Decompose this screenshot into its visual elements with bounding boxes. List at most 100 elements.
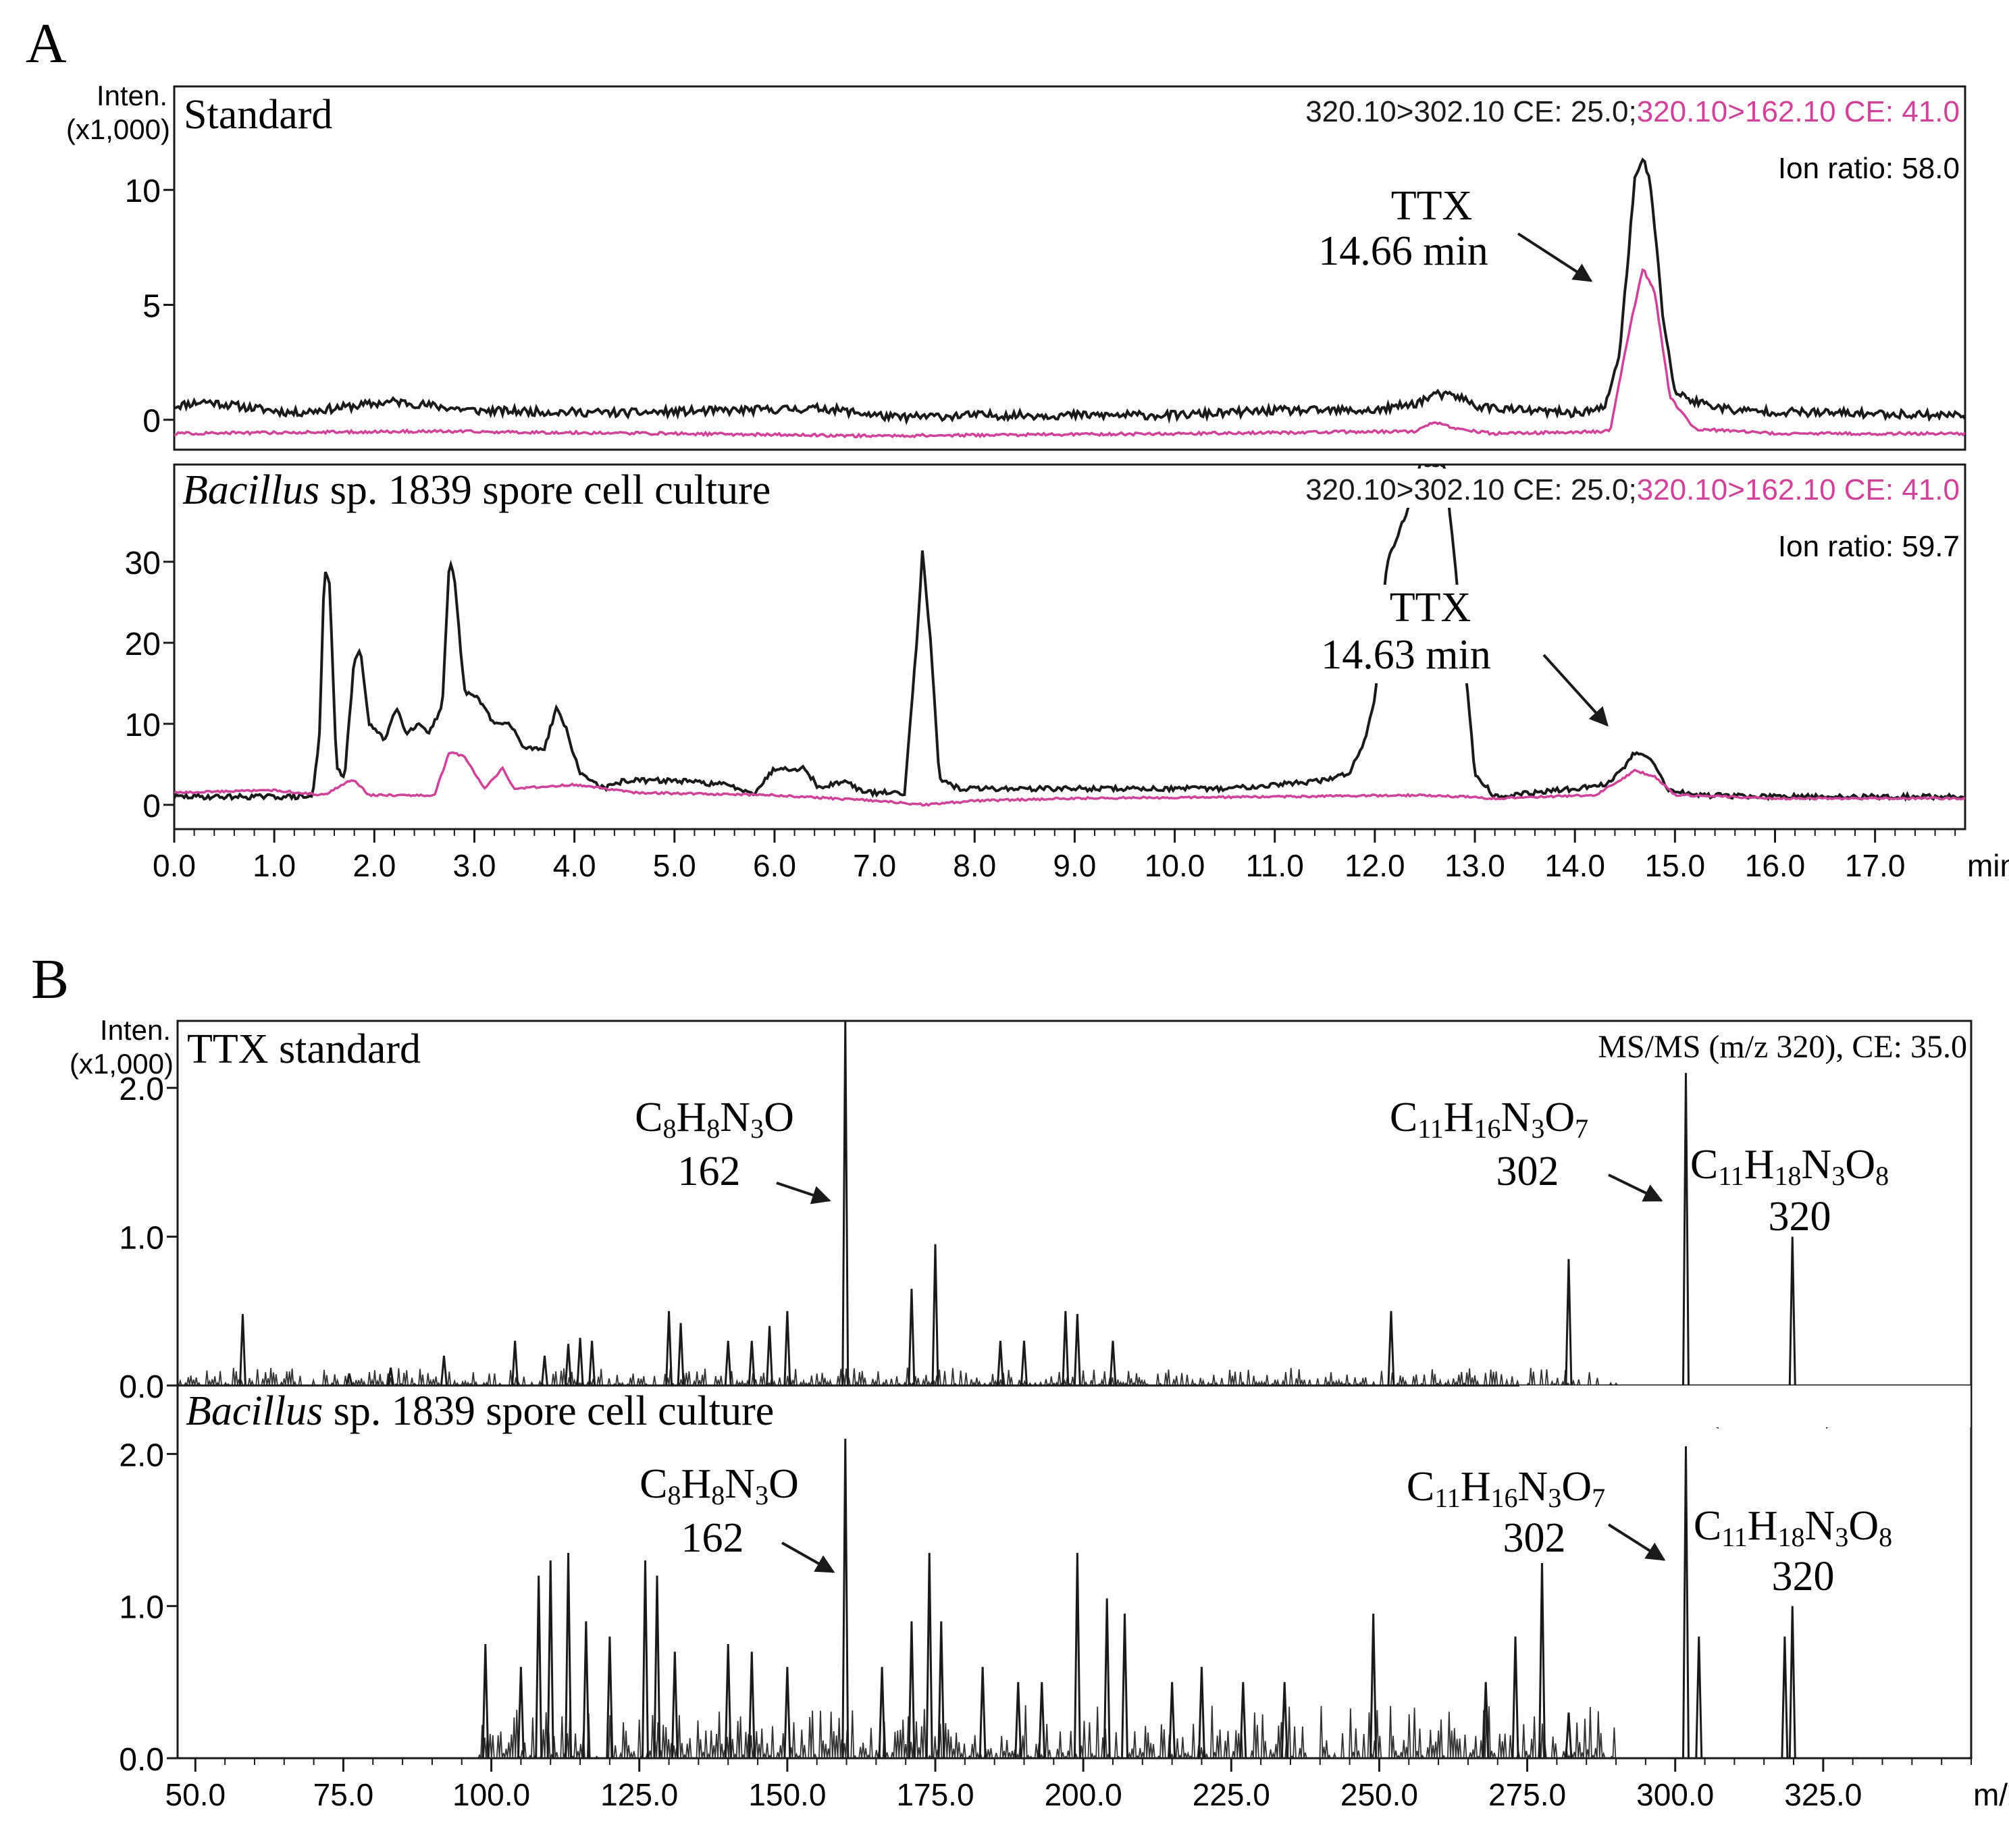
- formula-part: N: [1805, 1503, 1835, 1549]
- spectrum-peak: [783, 1311, 791, 1385]
- formula-label: C8H8N3O: [635, 1094, 794, 1144]
- spectrum-peak: [931, 1244, 939, 1385]
- spectrum-peak: [1103, 1598, 1111, 1758]
- formula-label: C11H18N3O8: [1690, 1142, 1889, 1191]
- formula-part: 7: [1575, 1113, 1588, 1144]
- mass-label: 162: [678, 1149, 741, 1194]
- x-tick-label: 75.0: [313, 1777, 374, 1812]
- spectrum-peak: [546, 1560, 554, 1758]
- formula-part: C: [1694, 1503, 1721, 1549]
- x-tick-label: 5.0: [653, 848, 696, 883]
- plot-frame: [173, 463, 1966, 830]
- spectrum-peak: [748, 1652, 756, 1758]
- formula-label: C11H16N3O7: [1407, 1464, 1605, 1513]
- y-tick-label: 0: [142, 404, 161, 440]
- spectrum-peak: [841, 1438, 850, 1758]
- x-tick-label: 325.0: [1784, 1777, 1862, 1812]
- spectrum-peak: [1020, 1340, 1028, 1385]
- formula-part: C: [635, 1094, 662, 1140]
- ttx-rt-label: 14.63 min: [1321, 632, 1490, 678]
- transition-black: 320.10>302.10 CE: 25.0;: [1305, 473, 1637, 506]
- y-tick-label: 10: [125, 708, 161, 743]
- formula-part: 3: [1835, 1522, 1848, 1552]
- transition-label: 320.10>302.10 CE: 25.0;320.10>162.10 CE:…: [1305, 473, 1960, 506]
- formula-part: O: [1845, 1142, 1875, 1188]
- y-axis-label-bottom: (x1,000): [70, 1048, 174, 1080]
- spectrum-peak: [540, 1355, 548, 1385]
- spectrum-peak: [908, 1288, 916, 1385]
- mass-label: 162: [681, 1515, 744, 1561]
- spectrum-peak: [937, 1621, 945, 1758]
- formula-part: 3: [1531, 1113, 1544, 1144]
- spectrum-peak: [517, 1666, 525, 1758]
- series-line-magenta: [174, 268, 1965, 439]
- mass-label: 320: [1769, 1194, 1831, 1240]
- x-tick-label: 1.0: [253, 848, 296, 883]
- spectrum-peak: [1681, 1073, 1690, 1385]
- x-tick-label: 3.0: [452, 848, 496, 883]
- formula-part: 3: [755, 1480, 768, 1510]
- formula-part: N: [1518, 1464, 1548, 1510]
- x-tick-label: 14.0: [1544, 848, 1605, 883]
- spectrum-peak: [1121, 1613, 1129, 1758]
- x-tick-label: 300.0: [1636, 1777, 1714, 1812]
- x-axis-label: min: [1967, 848, 2009, 883]
- x-tick-label: 175.0: [896, 1777, 974, 1812]
- spectrum-peak: [665, 1311, 673, 1385]
- x-tick-label: 125.0: [600, 1777, 678, 1812]
- mass-label: 302: [1496, 1149, 1559, 1194]
- spectrum-peak: [766, 1325, 774, 1385]
- formula-part: 18: [1775, 1161, 1802, 1191]
- y-axis-label-bottom: (x1,000): [66, 113, 170, 145]
- y-tick-label: 30: [125, 546, 161, 581]
- formula-arrow: [1608, 1173, 1663, 1202]
- formula-part: 7: [1592, 1483, 1605, 1513]
- y-tick-label: 0: [142, 789, 161, 824]
- spectrum-peak: [565, 1552, 573, 1758]
- spectrum-peak: [653, 1575, 661, 1758]
- ttx-arrow: [1517, 232, 1593, 282]
- y-tick-label: 10: [125, 174, 161, 209]
- formula-part: O: [1561, 1464, 1592, 1510]
- formula-part: H: [681, 1461, 712, 1507]
- spectrum-peak: [1014, 1682, 1022, 1758]
- formula-part: C: [640, 1461, 667, 1507]
- formula-part: C: [1390, 1094, 1417, 1140]
- x-tick-label: 6.0: [753, 848, 796, 883]
- ion-ratio-label: Ion ratio: 58.0: [1778, 152, 1960, 185]
- x-tick-label: 50.0: [165, 1777, 226, 1812]
- formula-part: 3: [1831, 1161, 1845, 1191]
- spectrum-peak: [1197, 1666, 1205, 1758]
- plot-frame: [176, 1020, 1973, 1387]
- spectrum-peak: [724, 1643, 732, 1758]
- formula-part: O: [764, 1094, 794, 1140]
- formula-label: C11H18N3O8: [1694, 1503, 1892, 1552]
- ttx-label: TTX: [1390, 585, 1471, 631]
- formula-part: 3: [750, 1113, 764, 1144]
- spectrum-peak: [979, 1666, 987, 1758]
- formula-part: 8: [706, 1113, 720, 1144]
- x-tick-label: 9.0: [1053, 848, 1096, 883]
- series-line-black: [174, 157, 1965, 425]
- spectrum-peak: [1062, 1311, 1070, 1385]
- annotation-bg: [1303, 585, 1526, 683]
- spectrum-peak: [671, 1652, 679, 1758]
- plot-title: Bacillus sp. 1839 spore cell culture: [182, 467, 771, 513]
- plot-frame: [173, 85, 1966, 451]
- formula-part: 8: [663, 1113, 677, 1144]
- formula-part: H: [1444, 1094, 1474, 1140]
- transition-magenta: 320.10>162.10 CE: 41.0: [1637, 473, 1960, 506]
- formula-part: 11: [1417, 1113, 1444, 1144]
- spectrum-peak: [1781, 1636, 1789, 1758]
- y-tick-label: 0.0: [119, 1742, 164, 1778]
- x-tick-label: 4.0: [553, 848, 596, 883]
- x-tick-label: 7.0: [853, 848, 896, 883]
- spectrum-peak: [748, 1340, 756, 1385]
- spectrum-peak: [1073, 1552, 1081, 1758]
- spectrum-peak: [783, 1666, 791, 1758]
- x-tick-label: 275.0: [1488, 1777, 1566, 1812]
- transition-label-bg: [1351, 469, 1960, 508]
- spectrum-peak: [1565, 1259, 1573, 1385]
- formula-part: O: [768, 1461, 799, 1507]
